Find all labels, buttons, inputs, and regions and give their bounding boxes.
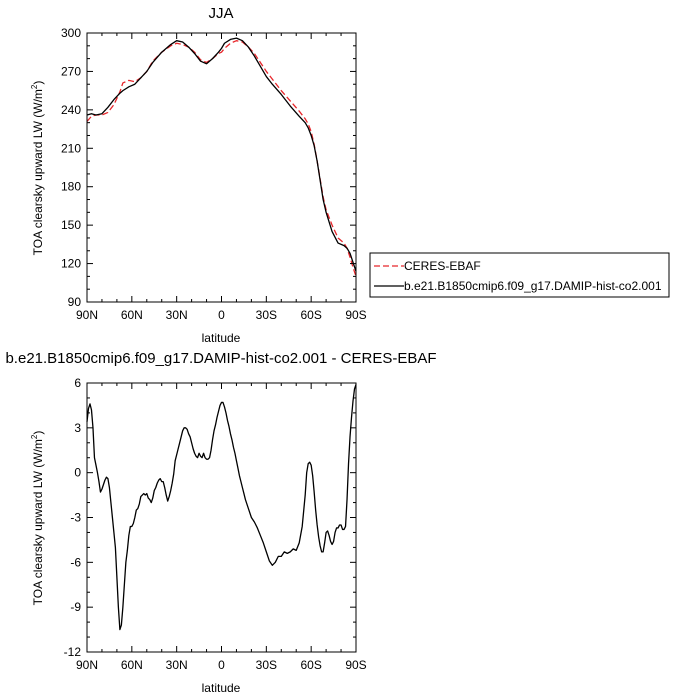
top-y-tick-label: 180 [61, 180, 81, 194]
top-y-tick-label: 270 [61, 64, 81, 78]
bottom-x-ticks: 90N 60N 30N 0 30S 60S 90S [76, 383, 367, 672]
top-chart-title: JJA [208, 5, 233, 22]
bottom-y-tick-label: -12 [64, 645, 82, 659]
top-series-line-1 [86, 37, 357, 272]
top-panel: JJA 90 120 150 180 210 240 270 300 90N 60N 30N 0 30… [30, 5, 367, 345]
top-y-tick-label: 150 [61, 218, 81, 232]
top-x-axis-label: latitude [202, 331, 241, 345]
bottom-series-line-0 [86, 384, 357, 631]
bottom-panel: b.e21.B1850cmip6.f09_g17.DAMIP-hist-co2.… [5, 350, 436, 695]
top-y-tick-label: 90 [68, 295, 82, 309]
top-x-tick-label: 0 [218, 308, 225, 322]
legend-box [369, 252, 670, 298]
top-y-axis-label: TOA clearsky upward LW (W/m2) [30, 81, 45, 256]
bottom-y-tick-label: 3 [74, 421, 81, 435]
top-x-tick-label: 60N [121, 308, 143, 322]
top-y-tick-label: 210 [61, 141, 81, 155]
top-x-ticks: 90N 60N 30N 0 30S 60S 90S [76, 33, 367, 322]
top-y-tick-label: 300 [61, 26, 81, 40]
bottom-x-tick-label: 0 [218, 658, 225, 672]
top-y-tick-label: 120 [61, 257, 81, 271]
top-x-tick-label: 90S [345, 308, 366, 322]
bottom-x-tick-label: 60S [300, 658, 321, 672]
bottom-x-tick-label: 30S [256, 658, 277, 672]
top-series-group [86, 37, 357, 277]
bottom-x-tick-label: 30N [166, 658, 188, 672]
bottom-chart-title: b.e21.B1850cmip6.f09_g17.DAMIP-hist-co2.… [5, 350, 436, 367]
bottom-y-ticks: -12 -9 -6 -3 0 3 6 [64, 376, 356, 659]
top-y-tick-label: 240 [61, 103, 81, 117]
bottom-y-tick-label: 0 [74, 466, 81, 480]
bottom-x-axis-label: latitude [202, 681, 241, 695]
top-x-tick-label: 30N [166, 308, 188, 322]
bottom-x-tick-label: 60N [121, 658, 143, 672]
legend-label-ceres-ebaf: CERES-EBAF [404, 259, 481, 273]
bottom-plot-frame [86, 382, 357, 653]
bottom-y-tick-label: -9 [70, 600, 81, 614]
bottom-y-tick-label: 6 [74, 376, 81, 390]
bottom-y-tick-label: -3 [70, 511, 81, 525]
top-series-line-0 [86, 40, 357, 277]
top-x-tick-label: 90N [76, 308, 98, 322]
bottom-x-tick-label: 90S [345, 658, 366, 672]
bottom-y-tick-label: -6 [70, 555, 81, 569]
bottom-x-tick-label: 90N [76, 658, 98, 672]
top-x-tick-label: 30S [256, 308, 277, 322]
legend: CERES-EBAF b.e21.B1850cmip6.f09_g17.DAMI… [369, 252, 670, 298]
legend-label-model: b.e21.B1850cmip6.f09_g17.DAMIP-hist-co2.… [404, 279, 662, 293]
bottom-y-axis-label: TOA clearsky upward LW (W/m2) [30, 431, 45, 606]
top-plot-frame [86, 32, 357, 303]
top-x-tick-label: 60S [300, 308, 321, 322]
top-y-ticks: 90 120 150 180 210 240 270 300 [61, 26, 356, 309]
bottom-series-group [86, 384, 357, 631]
